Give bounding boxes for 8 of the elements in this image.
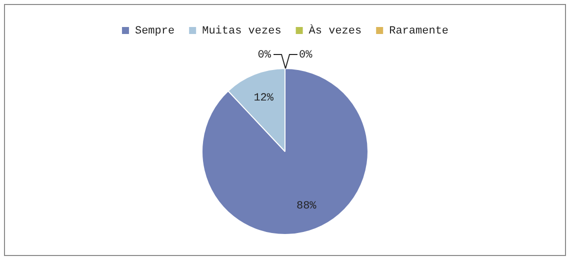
text: 0% xyxy=(299,49,312,62)
legend-label: Raramente xyxy=(389,25,449,38)
legend-label: Muitas vezes xyxy=(202,25,282,38)
text: 0% xyxy=(258,49,271,62)
data-label: 12% xyxy=(254,92,274,104)
legend-label: Às vezes xyxy=(308,23,362,38)
legend-label: Sempre xyxy=(134,25,175,38)
data-label: 88% xyxy=(296,200,317,212)
